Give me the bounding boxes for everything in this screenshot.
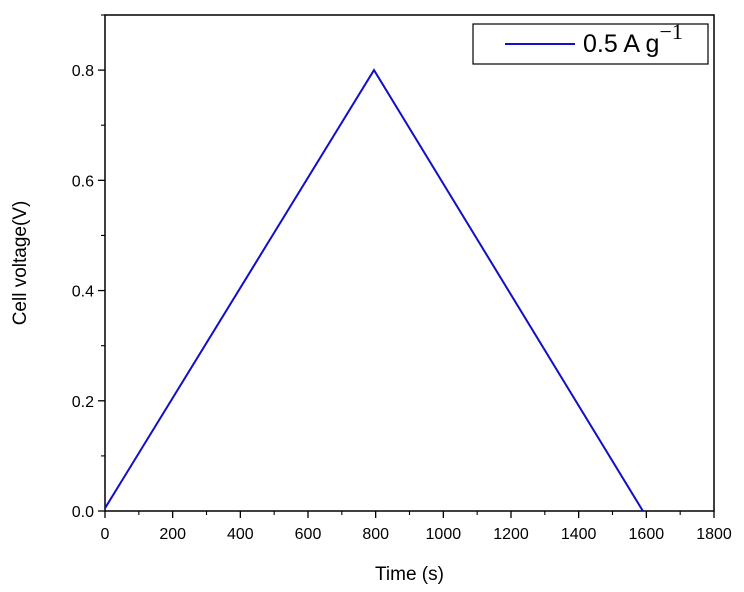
series-layer — [104, 68, 644, 512]
axis-ticks — [98, 14, 715, 518]
x-axis-title: Time (s) — [375, 564, 444, 585]
x-tick-label: 1600 — [629, 526, 665, 543]
series-line — [104, 68, 644, 512]
legend-label-superscript: −1 — [659, 19, 682, 44]
y-tick-label: 0.4 — [72, 284, 94, 301]
x-tick-label: 0 — [101, 526, 110, 543]
x-tick-label: 1800 — [696, 526, 732, 543]
y-axis-title: Cell voltage(V) — [10, 201, 31, 326]
x-tick-label: 600 — [295, 526, 322, 543]
x-tick-label: 1200 — [493, 526, 529, 543]
y-tick-label: 0.2 — [72, 394, 94, 411]
x-tick-label: 200 — [159, 526, 186, 543]
x-tick-label: 1400 — [561, 526, 597, 543]
x-tick-label: 400 — [227, 526, 254, 543]
plot-frame — [104, 14, 715, 512]
y-tick-label: 0.0 — [72, 504, 94, 521]
x-tick-label: 800 — [362, 526, 389, 543]
x-tick-label: 1000 — [426, 526, 462, 543]
y-tick-label: 0.6 — [72, 173, 94, 190]
y-tick-labels: 0.0 0.2 0.4 0.6 0.8 — [72, 63, 94, 521]
legend-label: 0.5 A g−1 — [583, 19, 683, 58]
x-tick-labels: 0 200 400 600 800 1000 1200 1400 1600 1800 — [101, 526, 732, 543]
legend-label-main: 0.5 A g — [583, 30, 659, 58]
y-tick-label: 0.8 — [72, 63, 94, 80]
legend: 0.5 A g−1 — [472, 19, 709, 65]
